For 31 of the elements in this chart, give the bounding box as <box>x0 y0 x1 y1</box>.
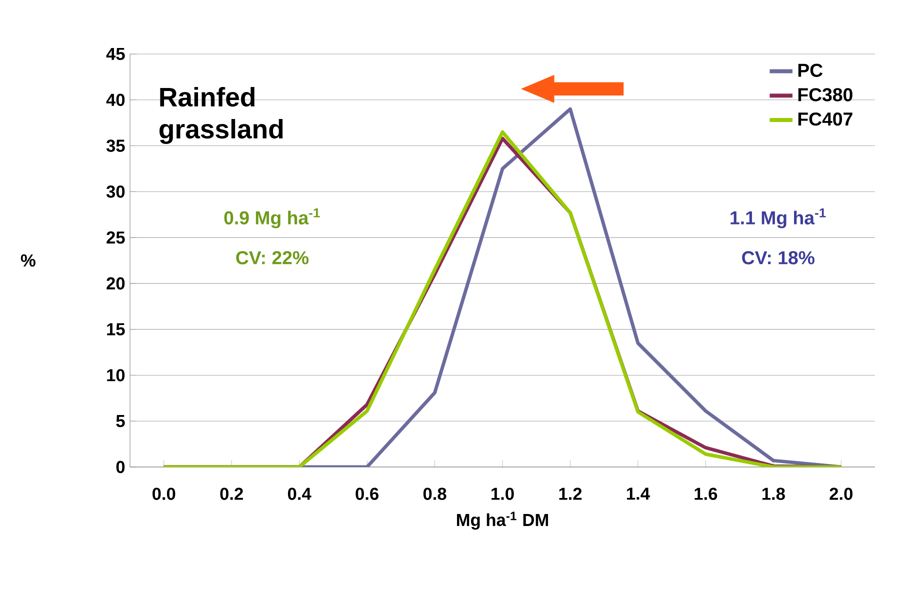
annotation: CV: 22% <box>236 251 309 264</box>
annotation: 1.1 Mg ha$^{-1}$ <box>730 208 826 228</box>
x-tick-label: 0.6 <box>356 488 378 500</box>
x-tick-label: 1.8 <box>762 488 785 500</box>
y-tick-label: 40 <box>106 94 125 106</box>
x-tick-label: 0.2 <box>220 488 243 500</box>
x-tick-label: 1.2 <box>559 488 582 500</box>
y-tick-label: 15 <box>107 323 125 336</box>
legend-label: PC <box>798 64 823 77</box>
x-tick-label: 2.0 <box>830 488 852 500</box>
x-tick-label: 1.4 <box>626 488 650 500</box>
y-tick-label: 45 <box>106 48 125 60</box>
x-tick-label: 1.6 <box>694 488 718 500</box>
y-tick-label: 0 <box>116 460 125 474</box>
x-tick-label: 0.8 <box>423 488 446 500</box>
y-tick-label: 10 <box>107 369 125 382</box>
y-tick-label: 20 <box>106 277 125 290</box>
annotation: 0.9 Mg ha$^{-1}$ <box>224 208 320 228</box>
x-tick-label: 1.0 <box>492 488 514 500</box>
legend-label: FC380 <box>798 88 852 102</box>
legend-label: FC407 <box>798 112 852 126</box>
y-axis-title: % <box>20 254 36 267</box>
x-tick-label: 0.4 <box>288 488 312 500</box>
annotation: Rainfed grassland <box>160 87 283 144</box>
y-tick-label: 25 <box>106 231 125 244</box>
annotation: CV: 18% <box>742 251 814 264</box>
y-tick-label: 30 <box>106 186 125 198</box>
x-axis-title: Mg ha$^{-1}$ DM <box>457 512 548 530</box>
y-tick-label: 35 <box>106 140 125 152</box>
x-tick-label: 0.0 <box>152 488 176 500</box>
y-tick-label: 5 <box>116 415 125 428</box>
